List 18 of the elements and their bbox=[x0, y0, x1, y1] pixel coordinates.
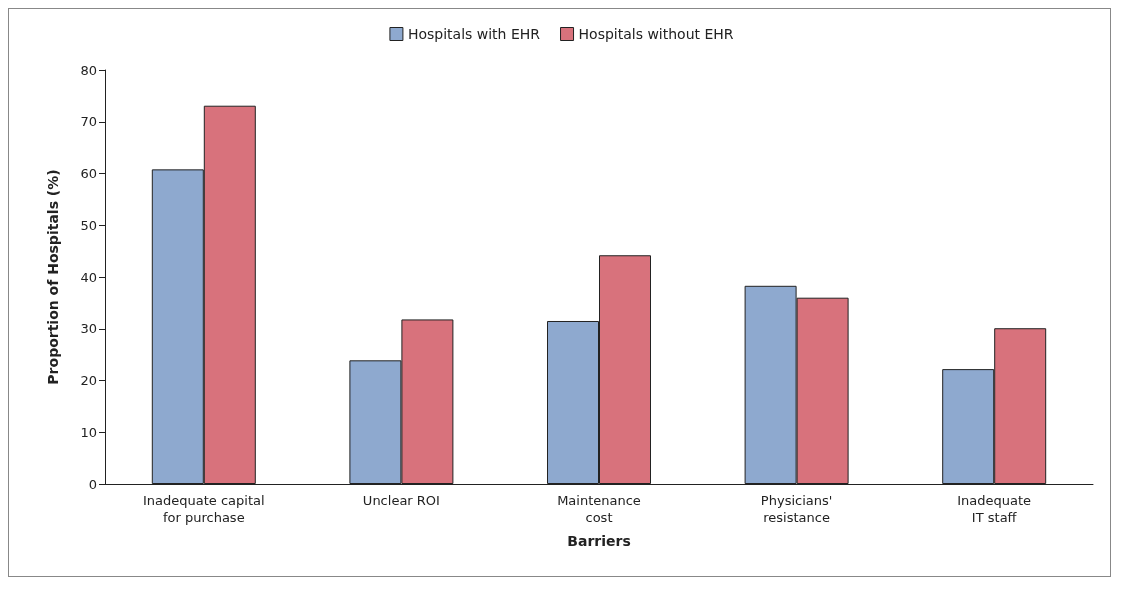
x-axis-title: Barriers bbox=[567, 533, 631, 549]
y-tick-label: 40 bbox=[80, 269, 97, 285]
y-axis-title: Proportion of Hospitals (%) bbox=[45, 169, 61, 385]
x-tick-label: Unclear ROI bbox=[362, 493, 440, 508]
x-tick-label: Maintenance cost bbox=[557, 493, 641, 525]
legend-label: Hospitals without EHR bbox=[578, 26, 734, 42]
x-tick-label: Physicians' resistance bbox=[760, 493, 833, 525]
y-tick-label: 10 bbox=[80, 424, 97, 440]
x-tick-label: Inadequate IT staff bbox=[957, 493, 1032, 525]
y-tick-label: 80 bbox=[80, 62, 97, 78]
y-tick-label: 50 bbox=[80, 217, 97, 233]
y-tick-label: 20 bbox=[80, 373, 97, 388]
legend-label: Hospitals with EHR bbox=[407, 26, 541, 42]
x-tick-label: Inadequate capital for purchase bbox=[142, 493, 265, 525]
y-tick-label: 70 bbox=[80, 114, 97, 130]
y-tick-label: 30 bbox=[80, 321, 97, 337]
y-tick-label: 0 bbox=[88, 476, 97, 492]
y-tick-label: 60 bbox=[80, 166, 97, 181]
